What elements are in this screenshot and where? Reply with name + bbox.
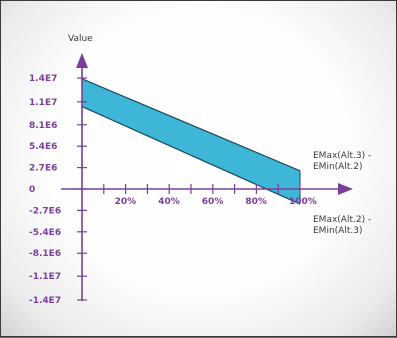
- y-tick-label: 8.1E6: [29, 121, 57, 131]
- series-annotation: EMax(Alt.3) -: [313, 151, 371, 161]
- y-tick-label: 1.1E7: [29, 98, 57, 108]
- y-tick-label: -1.1E7: [29, 272, 61, 282]
- y-axis-arrow-icon: [76, 53, 88, 68]
- lower-bound-line: [81, 106, 301, 205]
- y-tick-label: -2.7E6: [29, 206, 61, 216]
- series-annotation: EMin(Alt.2): [313, 162, 362, 172]
- x-tick-label: 100%: [289, 197, 317, 207]
- x-tick-label: 40%: [158, 197, 180, 207]
- y-tick-label: 0: [29, 185, 35, 195]
- band-area: [82, 78, 300, 205]
- y-axis-title: Value: [68, 34, 93, 44]
- series-annotation: EMin(Alt.3): [313, 226, 362, 236]
- y-tick-label: -8.1E6: [29, 249, 61, 259]
- y-tick-label: -5.4E6: [29, 228, 61, 238]
- x-tick-label: 80%: [245, 197, 267, 207]
- y-tick-label: 5.4E6: [29, 142, 57, 152]
- y-tick-label: 1.4E7: [29, 74, 57, 84]
- x-axis-arrow-icon: [338, 183, 353, 195]
- series-annotation: EMax(Alt.2) -: [313, 215, 371, 225]
- upper-bound-line: [81, 78, 301, 172]
- x-tick-label: 60%: [202, 197, 224, 207]
- y-tick-label: -1.4E7: [29, 296, 61, 306]
- x-tick-label: 20%: [115, 197, 137, 207]
- y-tick-label: 2.7E6: [29, 164, 57, 174]
